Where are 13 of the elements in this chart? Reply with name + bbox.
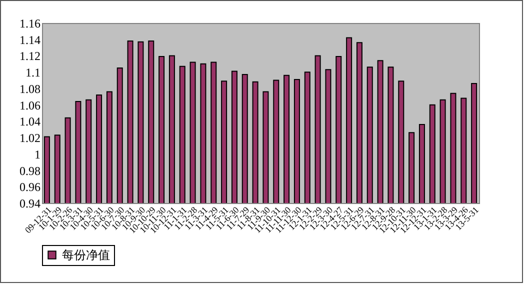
y-tick-label: 1.16: [20, 16, 40, 30]
y-tick-label: 0.94: [20, 196, 40, 210]
y-tick-label: 1.14: [20, 32, 40, 47]
legend-label: 每份净值: [62, 248, 110, 262]
y-tick-label: 1.04: [20, 114, 40, 129]
y-tick-label: 1.1: [26, 66, 40, 80]
y-tick-label: 1: [34, 147, 40, 162]
y-tick-label: 0.96: [20, 180, 40, 194]
y-tick-label: 1.08: [20, 82, 40, 96]
y-tick-label: 1.12: [20, 49, 40, 64]
y-tick-label: 1.02: [20, 131, 40, 146]
y-tick-label: 0.98: [20, 164, 40, 178]
y-tick-label: 1.06: [20, 98, 40, 112]
